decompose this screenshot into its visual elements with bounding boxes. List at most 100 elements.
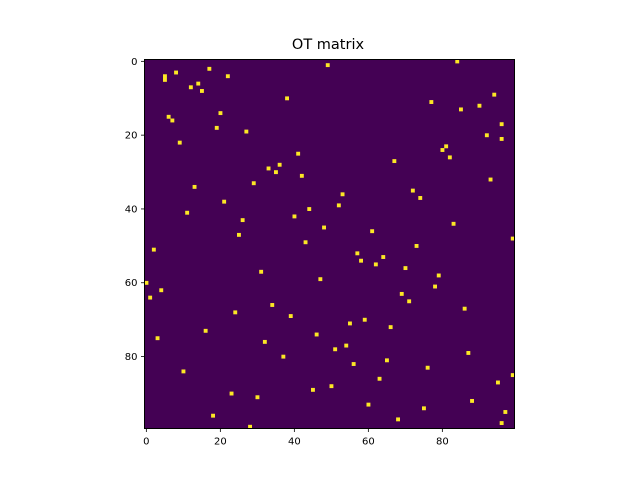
heatmap-cell (233, 310, 238, 315)
x-tick-label: 0 (143, 437, 149, 448)
heatmap-cell (403, 266, 408, 271)
heatmap-cell (407, 299, 412, 304)
heatmap-cell (499, 421, 504, 426)
heatmap-cell (322, 225, 326, 230)
heatmap-cell (503, 410, 508, 414)
y-tick-label: 40 (125, 204, 138, 215)
y-tick-label: 0 (131, 57, 137, 68)
heatmap-cell (148, 295, 153, 300)
x-axis: 0 20 40 60 80 (143, 428, 449, 448)
heatmap-cell (281, 354, 286, 359)
heatmap-cell (488, 177, 493, 182)
heatmap-cell (318, 277, 323, 282)
heatmap-cell (259, 269, 264, 274)
heatmap-cell (470, 398, 474, 403)
heatmap-cell (237, 232, 241, 237)
y-tick-label: 80 (125, 352, 138, 363)
plot-frame (144, 59, 515, 429)
heatmap-cell (214, 125, 219, 130)
heatmap-cell (429, 100, 434, 104)
heatmap-cell (392, 159, 397, 164)
heatmap-cell (292, 214, 297, 219)
heatmap-cell (340, 192, 345, 197)
heatmap-cell (270, 303, 275, 307)
heatmap-cell (296, 151, 301, 156)
chart-title: OT matrix (292, 37, 365, 53)
heatmap-cell (311, 387, 315, 392)
heatmap-cell (225, 74, 230, 79)
heatmap-cell (144, 280, 149, 285)
x-tick-label: 60 (362, 437, 375, 448)
heatmap-cell (422, 406, 426, 411)
heatmap-cell (329, 384, 334, 389)
heatmap-cells (144, 59, 515, 429)
heatmap-cell (418, 196, 423, 200)
y-tick-label: 60 (125, 278, 138, 289)
heatmap-cell (203, 328, 208, 333)
heatmap-cell (373, 262, 378, 267)
heatmap-cell (499, 136, 504, 141)
heatmap-cell (229, 391, 234, 396)
heatmap-cell (222, 199, 227, 204)
heatmap-cell (381, 255, 386, 259)
heatmap-cell (351, 362, 356, 366)
heatmap-cell (177, 140, 182, 145)
x-tick-label: 40 (288, 437, 301, 448)
heatmap-cell (277, 162, 282, 167)
heatmap-cell (370, 229, 375, 234)
heatmap-cell (251, 181, 256, 186)
heatmap-cell (163, 74, 167, 79)
x-tick-label: 80 (436, 437, 449, 448)
heatmap-cell (151, 247, 156, 252)
heatmap-cell (436, 273, 441, 278)
heatmap-cell (362, 317, 367, 322)
heatmap-cell (200, 89, 204, 93)
heatmap-cell (451, 221, 456, 226)
heatmap-cell (348, 321, 352, 326)
heatmap-cell (303, 240, 308, 245)
heatmap-cell (388, 325, 393, 330)
heatmap-plot-area (144, 59, 515, 429)
heatmap-cell (447, 155, 452, 160)
heatmap-cell (266, 166, 271, 171)
heatmap-cell (207, 66, 212, 71)
y-tick-label: 20 (125, 131, 138, 142)
heatmap-cell (510, 236, 515, 241)
heatmap-cell (174, 70, 178, 75)
heatmap-cell (248, 424, 252, 429)
heatmap-cell (499, 122, 504, 127)
heatmap-cell (355, 251, 360, 256)
y-axis: 0 20 40 60 80 (125, 57, 145, 363)
heatmap-cell (159, 288, 164, 293)
heatmap-cell (410, 188, 415, 193)
heatmap-cell (262, 339, 267, 344)
heatmap-cell (181, 369, 186, 374)
heatmap-cell (492, 92, 497, 97)
heatmap-cell (218, 111, 223, 116)
x-tick-label: 20 (214, 437, 227, 448)
heatmap-cell (244, 129, 249, 134)
heatmap-cell (377, 376, 382, 381)
heatmap-cell (240, 218, 245, 223)
heatmap-cell (459, 107, 463, 112)
heatmap-cell (399, 291, 404, 296)
heatmap-cell (444, 144, 449, 149)
heatmap-cell (484, 133, 489, 138)
heatmap-cell (299, 173, 304, 178)
heatmap-cell (288, 314, 293, 318)
heatmap-cell (185, 210, 190, 215)
heatmap-cell (255, 395, 260, 400)
heatmap-cell (336, 203, 341, 208)
heatmap-cell (196, 81, 201, 86)
heatmap-cell (414, 244, 419, 248)
heatmap-cell (455, 59, 460, 64)
heatmap-cell (440, 148, 445, 152)
heatmap-cell (211, 413, 215, 418)
heatmap-cell (325, 63, 330, 68)
heatmap-cell (314, 332, 319, 337)
heatmap-cell (192, 184, 197, 189)
heatmap-background (144, 59, 515, 429)
heatmap-cell (344, 343, 349, 348)
heatmap-cell (510, 373, 515, 378)
